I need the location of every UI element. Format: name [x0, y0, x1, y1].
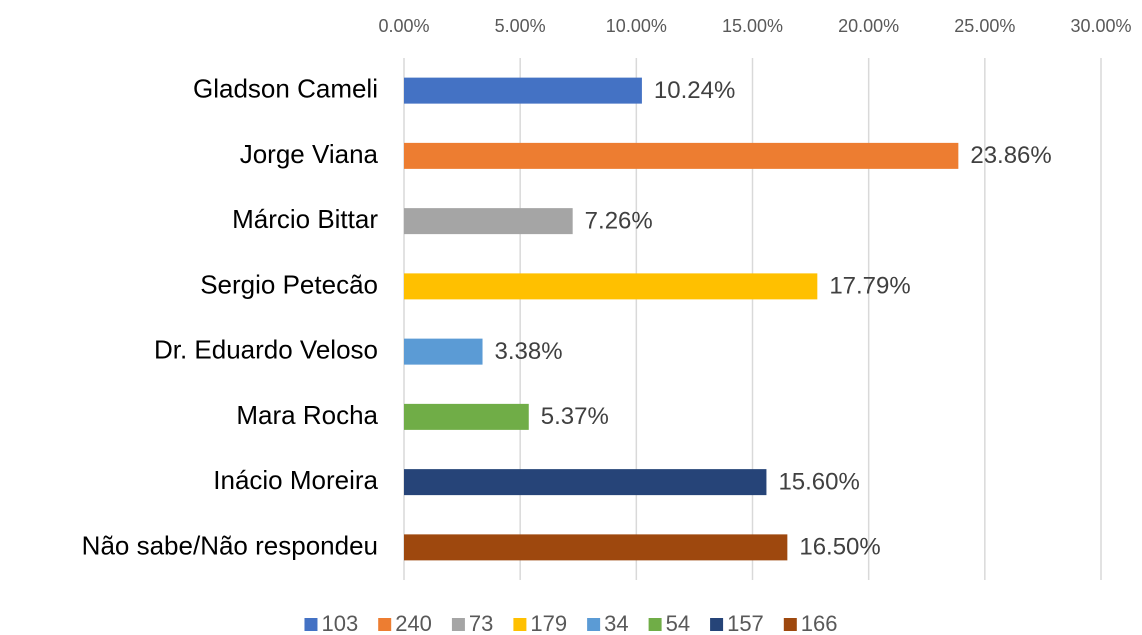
x-tick-label: 20.00%: [838, 16, 899, 36]
x-tick-label: 0.00%: [378, 16, 429, 36]
category-label: Não sabe/Não respondeu: [82, 530, 378, 560]
legend-label: 73: [469, 611, 493, 635]
x-tick-label: 5.00%: [495, 16, 546, 36]
bar: [404, 469, 767, 496]
legend-label: 54: [666, 611, 690, 635]
bar: [404, 208, 573, 235]
x-tick-label: 10.00%: [606, 16, 667, 36]
category-label: Jorge Viana: [240, 139, 379, 169]
legend-swatch: [513, 618, 527, 631]
legend-label: 166: [801, 611, 838, 635]
data-label: 17.79%: [829, 273, 910, 300]
bar: [404, 338, 483, 365]
category-label: Dr. Eduardo Veloso: [154, 335, 378, 365]
legend-swatch: [783, 618, 797, 631]
legend-swatch: [304, 618, 318, 631]
data-label: 15.60%: [778, 468, 859, 495]
legend-label: 103: [321, 611, 358, 635]
data-label: 10.24%: [654, 77, 735, 104]
category-label: Sergio Petecão: [200, 269, 378, 299]
bar: [404, 534, 788, 561]
category-label: Márcio Bittar: [232, 204, 378, 234]
legend-swatch: [587, 618, 601, 631]
x-tick-label: 30.00%: [1070, 16, 1131, 36]
legend-label: 157: [727, 611, 764, 635]
category-label: Gladson Cameli: [193, 74, 378, 104]
bar: [404, 403, 529, 430]
data-label: 3.38%: [495, 338, 563, 365]
bar: [404, 273, 818, 300]
data-label: 7.26%: [585, 207, 653, 234]
bar: [404, 142, 959, 169]
legend-label: 179: [530, 611, 567, 635]
x-tick-label: 15.00%: [722, 16, 783, 36]
legend-swatch: [648, 618, 662, 631]
x-tick-label: 25.00%: [954, 16, 1015, 36]
legend-label: 34: [604, 611, 628, 635]
data-label: 16.50%: [799, 534, 880, 561]
category-label: Mara Rocha: [236, 400, 378, 430]
legend-label: 240: [395, 611, 432, 635]
legend-swatch: [710, 618, 724, 631]
category-label: Inácio Moreira: [213, 465, 378, 495]
legend-swatch: [451, 618, 465, 631]
data-label: 23.86%: [970, 142, 1051, 169]
data-label: 5.37%: [541, 403, 609, 430]
bar: [404, 77, 642, 104]
legend-swatch: [378, 618, 392, 631]
